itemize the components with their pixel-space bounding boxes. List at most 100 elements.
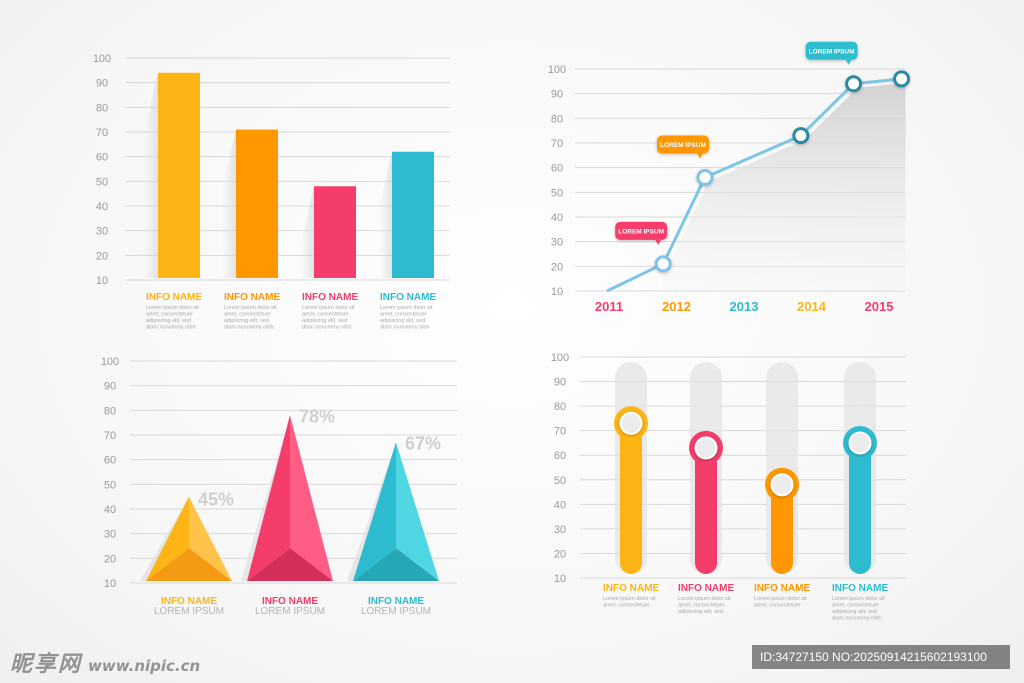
- bar: [314, 186, 356, 278]
- callout-bubble: [805, 41, 858, 60]
- pyramid-left-face: [353, 442, 396, 581]
- callout-text: LOREM IPSUM: [660, 142, 706, 149]
- pyramid-shadow: [241, 415, 290, 581]
- bar-chart-y-tick-label: 60: [96, 152, 108, 164]
- pyramid-label: INFO NAME: [161, 596, 217, 607]
- bar-label-description: Lorem ipsum dolor sit: [380, 305, 433, 311]
- thermometer-label-description: amet, consectetuer: [754, 603, 801, 609]
- bar-label-description: Lorem ipsum dolor sit: [302, 305, 355, 311]
- thermometer-label-description: Lorem ipsum dolor sit: [603, 596, 656, 602]
- thermometer-label-description: diam nonummy nibh: [832, 616, 882, 622]
- pyramid-chart-y-tick-label: 30: [104, 529, 116, 541]
- pyramid-right-face: [396, 442, 439, 581]
- bar: [236, 129, 278, 278]
- pyramid-base-face: [146, 548, 232, 581]
- x-tick-label: 2012: [662, 299, 691, 314]
- bar-label-name: NAME: [251, 292, 281, 303]
- line-chart-y-tick-label: 90: [551, 89, 563, 101]
- bar-label-description: diam nonummy nibh: [224, 325, 274, 331]
- pyramid-chart-y-tick-label: 40: [104, 504, 116, 516]
- thermometer-label-info: INFO: [832, 583, 859, 594]
- line-point: [893, 70, 911, 88]
- callout-pointer: [696, 153, 703, 159]
- callout-bubble: [656, 135, 709, 154]
- bar-chart-y-tick-label: 20: [96, 250, 108, 262]
- bar-label-description: adipiscing elit, sed: [380, 318, 425, 324]
- thermometer-label: INFO NAME: [678, 583, 734, 594]
- thermometer-label: INFO NAME: [603, 583, 659, 594]
- bar-shadow: [300, 186, 314, 278]
- line-point: [654, 255, 672, 273]
- bar-label-description: amet, consectetuer: [380, 312, 427, 318]
- thermometer-label-info: INFO: [754, 583, 781, 594]
- line-chart-y-tick-label: 20: [551, 261, 563, 273]
- bar-label-description: adipiscing elit, sed: [302, 318, 347, 324]
- x-tick-label: 2011: [595, 299, 623, 314]
- thermometer-label-description: adipiscing elit, sed: [832, 609, 877, 615]
- thermometer-label-description: Lorem ipsum dolor sit: [832, 596, 885, 602]
- bar-label-description: amet, consectetuer: [302, 312, 349, 318]
- bar-label-info: INFO: [302, 292, 329, 303]
- line-point: [792, 127, 810, 145]
- line-chart-y-tick-label: 10: [551, 286, 563, 298]
- line-chart-y-tick-label: 50: [551, 187, 563, 199]
- line-chart-y-tick-label: 70: [551, 138, 563, 150]
- bar-label: INFO NAME: [302, 292, 358, 303]
- bar-label-description: amet, consectetuer: [224, 312, 271, 318]
- bar-chart-y-tick-label: 100: [93, 53, 111, 65]
- line-point: [696, 169, 714, 187]
- thermometer-label-name: NAME: [705, 583, 735, 594]
- thermometer-label-description: Lorem ipsum dolor sit: [754, 596, 807, 602]
- line-chart-y-tick-label: 80: [551, 113, 563, 125]
- watermark-url: www.nipic.cn: [88, 657, 201, 675]
- thermometer-chart-y-tick-label: 80: [554, 401, 566, 413]
- thermometer-chart-y-tick-label: 100: [551, 352, 569, 364]
- pyramid-chart-y-tick-label: 100: [101, 356, 119, 368]
- bar-label-description: diam nonummy nibh: [302, 325, 352, 331]
- pyramid-label-info: INFO: [262, 596, 289, 607]
- callout-pointer: [655, 239, 662, 245]
- bar-label-name: NAME: [329, 292, 359, 303]
- fill-bar: [771, 484, 793, 574]
- bar-label-name: NAME: [407, 292, 437, 303]
- bar-chart-y-tick-label: 40: [96, 201, 108, 213]
- thermometer-label-description: amet, consectetuer: [832, 603, 879, 609]
- thermometer-chart-y-tick-label: 10: [554, 573, 566, 585]
- fill-bar: [695, 447, 717, 574]
- bar: [158, 72, 200, 278]
- bar-label-description: amet, consectetuer: [146, 312, 193, 318]
- pyramid-base-face: [247, 548, 333, 581]
- pyramid-right-face: [189, 496, 232, 581]
- bar-label-description: diam nonummy nibh: [146, 325, 196, 331]
- bar-label: INFO NAME: [380, 292, 436, 303]
- pyramid-shadow: [140, 496, 189, 581]
- watermark-id: ID:34727150 NO:20250914215602193100: [752, 645, 1010, 669]
- thermometer-label: INFO NAME: [832, 583, 888, 594]
- bar-chart-y-tick-label: 70: [96, 127, 108, 139]
- thermometer-label-description: amet, consectetuer: [678, 603, 725, 609]
- thermometer-label-description: Lorem ipsum dolor sit: [678, 596, 731, 602]
- knob: [619, 411, 643, 435]
- fill-bar: [620, 423, 642, 574]
- watermark-logo-text: 昵享网: [10, 651, 83, 677]
- pyramid-label-sub: LOREM IPSUM: [361, 606, 431, 617]
- line-chart-y-tick-label: 100: [548, 64, 566, 76]
- bar-label-name: NAME: [173, 292, 203, 303]
- knob: [770, 473, 794, 497]
- pyramid-value-label: 78%: [299, 406, 335, 426]
- bar-label-info: INFO: [380, 292, 407, 303]
- callout-pointer: [845, 59, 852, 65]
- pyramid-chart-y-tick-label: 50: [104, 479, 116, 491]
- pyramid-label-sub: LOREM IPSUM: [154, 606, 224, 617]
- line-chart: 100 90 80 70 60 50 40 30 20 10 LOREM IPSUM LOREM IP…: [548, 41, 911, 314]
- bar-chart-y-tick-label: 80: [96, 102, 108, 114]
- pyramid-label: INFO NAME: [368, 596, 424, 607]
- thermometer-label-info: INFO: [678, 583, 705, 594]
- thermometer-label-description: amet, consectetuer: [603, 603, 650, 609]
- pyramid-base-face: [353, 548, 439, 581]
- bar-label: INFO NAME: [224, 292, 280, 303]
- bar-label-description: Lorem ipsum dolor sit: [146, 305, 199, 311]
- bar-shadow: [222, 129, 236, 278]
- bar-chart-y-tick-label: 30: [96, 226, 108, 238]
- pyramid-left-face: [146, 496, 189, 581]
